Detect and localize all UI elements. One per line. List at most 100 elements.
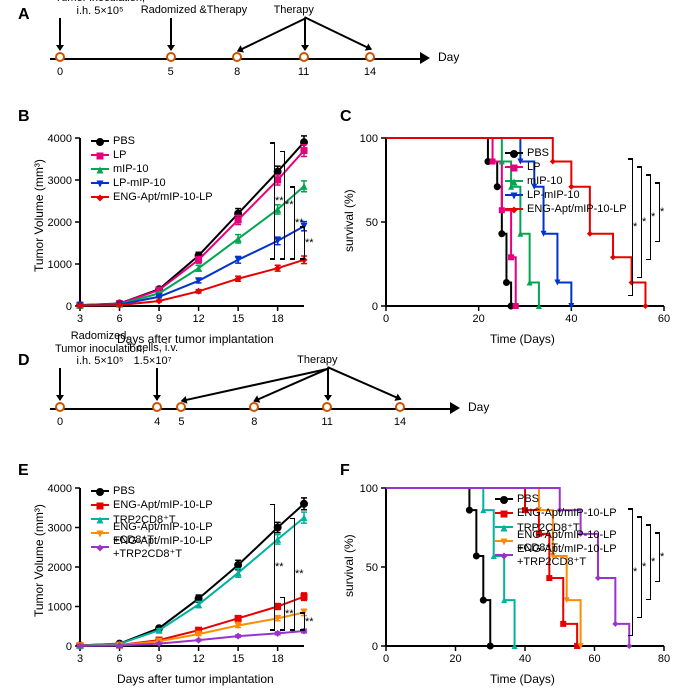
svg-text:40: 40 — [565, 313, 577, 325]
timeline-day-label: Day — [468, 400, 489, 414]
legend-label: ENG-Apt/mIP-10-LP — [527, 203, 627, 215]
svg-text:4000: 4000 — [48, 483, 72, 495]
timeline-day-label: Day — [438, 50, 459, 64]
timeline-tick-label: 5 — [168, 66, 174, 78]
significance-bracket: ** — [274, 142, 275, 260]
significance-bracket: * — [650, 174, 651, 260]
legend-item: PBS — [90, 134, 213, 148]
svg-text:9: 9 — [156, 313, 162, 325]
legend-label: mIP-10 — [113, 163, 148, 175]
y-axis-label: Tumor Volume (mm³) — [32, 159, 46, 272]
legend-item: PBS — [504, 146, 627, 160]
svg-text:12: 12 — [192, 653, 204, 665]
timeline-tick-label: 4 — [154, 416, 160, 428]
x-axis-label: Days after tumor implantation — [117, 672, 274, 686]
panel-label-d: D — [18, 352, 30, 370]
timeline-tick-label: 11 — [321, 416, 332, 428]
timeline-tick-label: 14 — [394, 416, 406, 428]
legend-item: ENG-Apt/mIP-10-LP+TRP2CD8⁺T — [494, 548, 617, 562]
svg-text:1000: 1000 — [48, 259, 72, 271]
legend-label: LP — [113, 149, 126, 161]
panel-label-b: B — [18, 108, 30, 126]
y-axis-label: Tumor Volume (mm³) — [32, 504, 46, 617]
svg-text:15: 15 — [232, 313, 244, 325]
legend-label: LP-mIP-10 — [113, 177, 166, 189]
x-axis-label: Time (Days) — [490, 672, 555, 686]
legend-item: LP-mIP-10 — [90, 176, 213, 190]
svg-text:100: 100 — [360, 483, 378, 495]
significance-bracket: * — [659, 532, 660, 582]
svg-text:9: 9 — [156, 653, 162, 665]
significance-bracket: * — [650, 524, 651, 600]
svg-text:0: 0 — [372, 641, 378, 653]
legend-item: LP — [90, 148, 213, 162]
svg-text:0: 0 — [66, 301, 72, 313]
svg-text:60: 60 — [588, 653, 600, 665]
timeline-tick-label: 8 — [251, 416, 257, 428]
legend: PBSLPmIP-10LP-mIP-10 ENG-Apt/mIP-10-LP — [504, 146, 627, 216]
legend: PBSENG-Apt/mIP-10-LPTRP2CD8⁺TENG-Apt/mIP… — [90, 484, 213, 554]
svg-text:3: 3 — [77, 313, 83, 325]
significance-bracket: ** — [304, 612, 305, 631]
svg-text:50: 50 — [366, 217, 378, 229]
svg-text:18: 18 — [272, 653, 284, 665]
svg-text:4000: 4000 — [48, 133, 72, 145]
legend-item: PBS — [90, 484, 213, 498]
legend-item: ENG-Apt/mIP-10-LP — [504, 202, 627, 216]
timeline-tick — [395, 402, 405, 412]
svg-text:100: 100 — [360, 133, 378, 145]
legend-label: PBS — [517, 493, 539, 505]
svg-text:18: 18 — [272, 313, 284, 325]
timeline-tick-label: 8 — [234, 66, 240, 78]
svg-text:3000: 3000 — [48, 523, 72, 535]
legend-item: LP — [504, 160, 627, 174]
legend-item: ENG-Apt/mIP-10-LP — [90, 498, 213, 512]
legend-item: PBS — [494, 492, 617, 506]
legend-item: mIP-10 — [504, 174, 627, 188]
significance-bracket: ** — [284, 597, 285, 631]
legend-item: ENG-Apt/mIP-10-LP — [494, 506, 617, 520]
chart-e-tumor-volume: 01000200030004000369121518Tumor Volume (… — [34, 478, 314, 688]
svg-text:60: 60 — [658, 313, 670, 325]
legend-label: ENG-Apt/mIP-10-LP+TRP2CD8⁺T — [113, 535, 213, 560]
svg-text:12: 12 — [192, 313, 204, 325]
y-axis-label: survival (%) — [342, 534, 356, 597]
legend-item: ENG-Apt/mIP-10-LP+TRP2CD8⁺T — [90, 540, 213, 554]
significance-bracket: ** — [294, 186, 295, 260]
significance-bracket: * — [632, 508, 633, 636]
svg-text:40: 40 — [519, 653, 531, 665]
svg-text:15: 15 — [232, 653, 244, 665]
svg-text:6: 6 — [116, 653, 122, 665]
legend-label: ENG-Apt/mIP-10-LP+TRP2CD8⁺T — [517, 543, 617, 568]
svg-text:80: 80 — [658, 653, 670, 665]
timeline-tick — [55, 402, 65, 412]
significance-bracket: * — [641, 166, 642, 278]
x-axis-label: Time (Days) — [490, 332, 555, 346]
legend-label: ENG-Apt/mIP-10-LP — [113, 191, 213, 203]
timeline-tick-label: 0 — [57, 416, 63, 428]
legend-label: LP-mIP-10 — [527, 189, 580, 201]
svg-text:2000: 2000 — [48, 217, 72, 229]
significance-bracket: ** — [274, 504, 275, 631]
significance-bracket: * — [641, 516, 642, 618]
timeline-tick — [55, 52, 65, 62]
x-axis-label: Days after tumor implantation — [117, 332, 274, 346]
timeline-tick-label: 11 — [298, 66, 309, 78]
chart-b-tumor-volume: 01000200030004000369121518Tumor Volume (… — [34, 128, 314, 348]
timeline-annotation: Radomized &Therapy — [141, 4, 247, 17]
legend: PBSENG-Apt/mIP-10-LPTRP2CD8⁺TENG-Apt/mIP… — [494, 492, 617, 562]
legend: PBSLP mIP-10 LP-mIP-10 ENG-Apt/mIP-10-LP — [90, 134, 213, 204]
timeline-tick — [152, 402, 162, 412]
significance-bracket: * — [632, 158, 633, 296]
legend-item: LP-mIP-10 — [504, 188, 627, 202]
legend-item: ENG-Apt/mIP-10-LP — [90, 190, 213, 204]
svg-text:50: 50 — [366, 562, 378, 574]
svg-text:0: 0 — [383, 313, 389, 325]
timeline-annotation: Tumor inoculation, i.h. 5×10⁵ — [55, 0, 145, 17]
significance-bracket: ** — [284, 151, 285, 260]
svg-text:1000: 1000 — [48, 602, 72, 614]
svg-text:0: 0 — [372, 301, 378, 313]
timeline-tick — [299, 52, 309, 62]
legend-item: mIP-10 — [90, 162, 213, 176]
legend-label: LP — [527, 161, 540, 173]
